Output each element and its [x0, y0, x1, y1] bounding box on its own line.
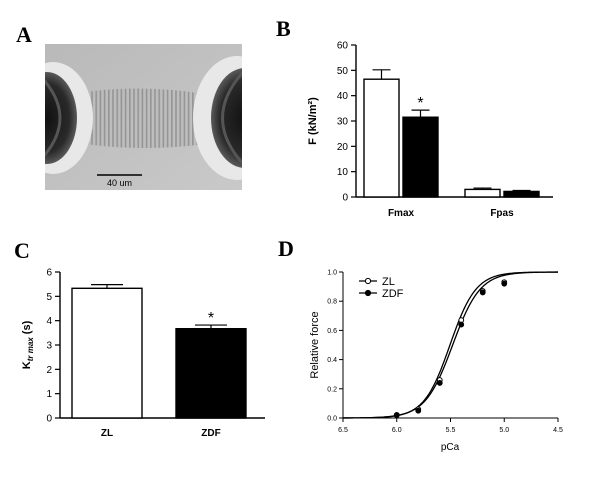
bar-fpas-filled [503, 190, 540, 198]
bar-zl [71, 287, 143, 419]
y-tick-label: 60 [337, 41, 349, 52]
legend-marker-zdf [364, 289, 372, 297]
bar-zdf [175, 327, 247, 419]
y-tick-label: 1 [46, 389, 52, 400]
fit-curve-zl [343, 271, 558, 419]
y-tick-label: 6 [46, 268, 52, 279]
data-point-zdf [501, 280, 508, 287]
data-point-zdf [479, 289, 486, 296]
x-tick-label: Fmax [388, 208, 415, 219]
data-point-zdf [458, 321, 465, 328]
panel-label-c: C [14, 238, 30, 263]
x-tick-label: 4.5 [553, 427, 563, 434]
cardiomyocyte-micrograph: 40 um [45, 44, 242, 190]
y-tick-label: 0.2 [327, 386, 337, 393]
bar-fpas-open [464, 188, 501, 198]
x-axis-label: pCa [441, 442, 460, 453]
x-tick-label: 6.0 [392, 427, 402, 434]
y-tick-label: 0.8 [327, 299, 337, 306]
data-point-zdf [415, 407, 422, 414]
x-tick-label: 6.5 [338, 427, 348, 434]
data-point-zdf [393, 412, 400, 418]
bar-fmax-filled [402, 116, 439, 198]
x-tick-label: Fpas [490, 208, 514, 219]
y-tick-label: 50 [337, 66, 349, 77]
y-tick-label: 1.0 [327, 270, 337, 277]
legend-marker-zl [364, 277, 372, 285]
panel-label-a: A [16, 22, 32, 47]
x-tick-label: ZDF [201, 428, 220, 439]
y-tick-label: 0.4 [327, 357, 337, 364]
y-tick-label: 0 [46, 414, 52, 425]
y-axis-label: Relative force [309, 311, 321, 378]
y-tick-label: 0 [342, 193, 348, 204]
y-tick-label: 20 [337, 142, 349, 153]
panel-label-b: B [276, 16, 291, 41]
y-axis-label: F (kN/m²) [307, 97, 319, 145]
x-tick-label: 5.0 [499, 427, 509, 434]
y-tick-label: 10 [337, 167, 349, 178]
y-tick-label: 3 [46, 341, 52, 352]
y-tick-label: 30 [337, 117, 349, 128]
y-tick-label: 0.6 [327, 328, 337, 335]
bar-fmax-open [363, 78, 400, 198]
x-tick-label: ZL [101, 428, 113, 439]
y-tick-label: 4 [46, 316, 52, 327]
significance-marker: * [208, 310, 214, 327]
y-tick-label: 40 [337, 91, 349, 102]
panel-label-d: D [278, 236, 294, 261]
data-point-zdf [436, 380, 443, 386]
y-axis-label: Ktr max (s) [21, 320, 35, 369]
legend-label: ZDF [382, 288, 404, 300]
y-tick-label: 5 [46, 292, 52, 303]
y-axis-label-subscript: tr max [26, 337, 35, 362]
y-axis-label-main: K [21, 361, 33, 369]
scale-bar-label: 40 um [107, 178, 132, 188]
y-axis-label-unit: (s) [21, 320, 33, 337]
fit-curve-zdf [343, 271, 558, 419]
legend-label: ZL [382, 276, 395, 288]
y-tick-label: 2 [46, 365, 52, 376]
y-tick-label: 0.0 [327, 416, 337, 423]
significance-marker: * [417, 95, 423, 112]
x-tick-label: 5.5 [446, 427, 456, 434]
